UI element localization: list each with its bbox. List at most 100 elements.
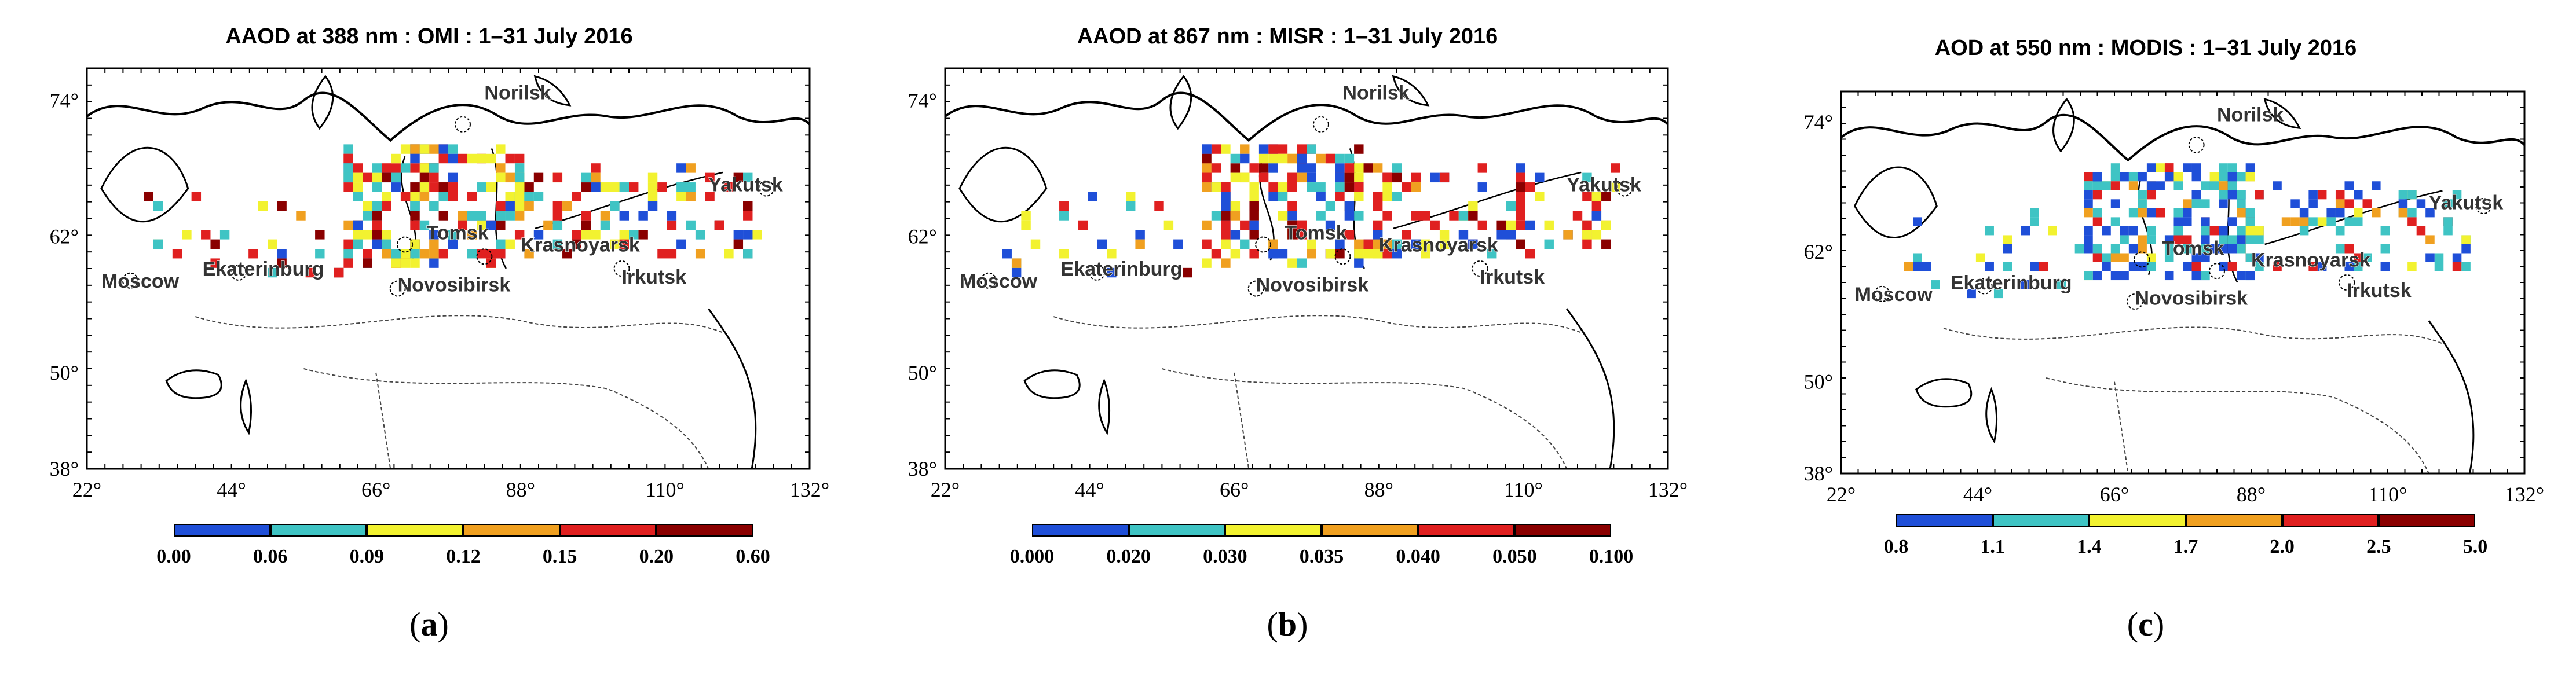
aerosol-cell xyxy=(2245,163,2255,172)
aerosol-cell xyxy=(514,201,525,211)
aerosol-cell xyxy=(1344,163,1355,173)
aerosol-cell xyxy=(514,153,525,164)
aerosol-cell xyxy=(1382,172,1392,183)
aerosol-cell xyxy=(1268,249,1278,259)
aerosol-cell xyxy=(1335,182,1345,192)
aerosol-cell xyxy=(1258,153,1269,164)
aerosol-cell xyxy=(1078,220,1088,230)
aerosol-cell xyxy=(2138,244,2147,254)
aerosol-cell xyxy=(676,182,686,192)
aerosol-cell xyxy=(353,230,363,240)
aerosol-cell xyxy=(2372,181,2381,190)
aerosol-cell xyxy=(572,192,581,201)
aerosol-cell xyxy=(2003,262,2012,271)
aerosol-cell xyxy=(705,192,715,201)
aerosol-cell xyxy=(1411,172,1421,183)
aerosol-cell xyxy=(1135,230,1145,240)
aerosol-cell xyxy=(429,144,439,154)
aerosol-cell xyxy=(438,144,448,154)
aerosol-cell xyxy=(2354,208,2363,218)
aerosol-cell xyxy=(1967,289,1976,299)
aerosol-cell xyxy=(400,144,411,154)
aerosol-cell xyxy=(1230,230,1241,240)
aerosol-cell xyxy=(1344,211,1355,221)
aerosol-cell xyxy=(486,220,496,230)
aerosol-cell xyxy=(1221,239,1231,249)
aerosol-cell xyxy=(1249,182,1259,192)
aerosol-cell xyxy=(572,239,581,249)
aerosol-cell xyxy=(2201,271,2210,281)
aerosol-cell xyxy=(1088,192,1097,201)
aerosol-cell xyxy=(1297,153,1307,164)
aerosol-cell xyxy=(2425,253,2435,262)
lon-tick-label: 88° xyxy=(2237,483,2266,506)
aerosol-cell xyxy=(1354,258,1364,268)
aerosol-cell xyxy=(486,249,496,259)
aerosol-cell xyxy=(448,153,458,164)
aerosol-cell xyxy=(505,172,515,183)
aerosol-cell xyxy=(1202,163,1212,173)
aerosol-cell xyxy=(1931,280,1940,289)
aerosol-cell xyxy=(486,182,496,192)
colorbar-segment xyxy=(1896,514,1993,527)
aerosol-cell xyxy=(1325,201,1335,211)
aerosol-cell xyxy=(2227,244,2237,254)
aerosol-cell xyxy=(1430,172,1440,183)
aerosol-cell xyxy=(1373,220,1383,230)
aerosol-cell xyxy=(363,230,372,240)
aerosol-cell xyxy=(2344,181,2354,190)
aerosol-cell xyxy=(429,258,439,268)
aerosol-cell xyxy=(1591,201,1602,211)
aerosol-cell xyxy=(2308,190,2318,200)
city-marker xyxy=(2134,251,2150,268)
aerosol-cell xyxy=(1221,220,1231,230)
aerosol-cell xyxy=(1335,153,1345,164)
aerosol-cell xyxy=(2138,208,2147,218)
city-marker xyxy=(980,272,997,289)
aerosol-cell xyxy=(1240,172,1250,183)
aerosol-cell xyxy=(647,192,658,201)
lon-tick-label: 44° xyxy=(217,478,246,501)
city-marker xyxy=(613,260,630,277)
aerosol-cell xyxy=(1249,211,1259,221)
aerosol-cell xyxy=(2003,235,2012,244)
aerosol-cell xyxy=(714,220,724,230)
aerosol-cell xyxy=(429,182,439,192)
aerosol-cell xyxy=(619,211,629,221)
aerosol-cell xyxy=(1525,182,1535,192)
aerosol-cell xyxy=(2110,181,2120,190)
aerosol-cell xyxy=(363,201,372,211)
aerosol-cell xyxy=(1097,239,1107,249)
aerosol-cell xyxy=(1335,163,1345,173)
aerosol-cell xyxy=(581,182,591,192)
aerosol-cell xyxy=(1268,192,1278,201)
aerosol-cell xyxy=(2227,190,2237,200)
aerosol-cell xyxy=(2120,226,2129,236)
aerosol-cell xyxy=(410,144,420,154)
aerosol-cell xyxy=(2362,253,2372,262)
aerosol-cell xyxy=(2084,235,2093,244)
aerosol-cell xyxy=(2407,217,2417,226)
aerosol-cell xyxy=(2452,253,2462,262)
aerosol-cell xyxy=(2201,217,2210,226)
colorbar-segment xyxy=(174,524,270,537)
aerosol-cell xyxy=(1258,144,1269,154)
aerosol-cell xyxy=(600,182,610,192)
aerosol-cell xyxy=(1325,249,1335,259)
aerosol-cell xyxy=(410,211,420,221)
aerosol-cell xyxy=(1913,262,1922,271)
aerosol-cell xyxy=(448,144,458,154)
aerosol-cell xyxy=(2362,199,2372,208)
aerosol-cell xyxy=(391,153,401,164)
aerosol-cell xyxy=(2354,253,2363,262)
aerosol-cell xyxy=(1230,211,1241,221)
aerosol-cell xyxy=(2317,190,2327,200)
aerosol-cell xyxy=(1221,258,1231,268)
colorbar-label: 2.0 xyxy=(2270,536,2295,557)
aerosol-cell xyxy=(1278,153,1288,164)
aerosol-cell xyxy=(533,172,544,183)
aerosol-cell xyxy=(2191,172,2201,182)
aerosol-cell xyxy=(1221,230,1231,240)
aerosol-cell xyxy=(1011,258,1022,268)
aerosol-cell xyxy=(382,249,391,259)
